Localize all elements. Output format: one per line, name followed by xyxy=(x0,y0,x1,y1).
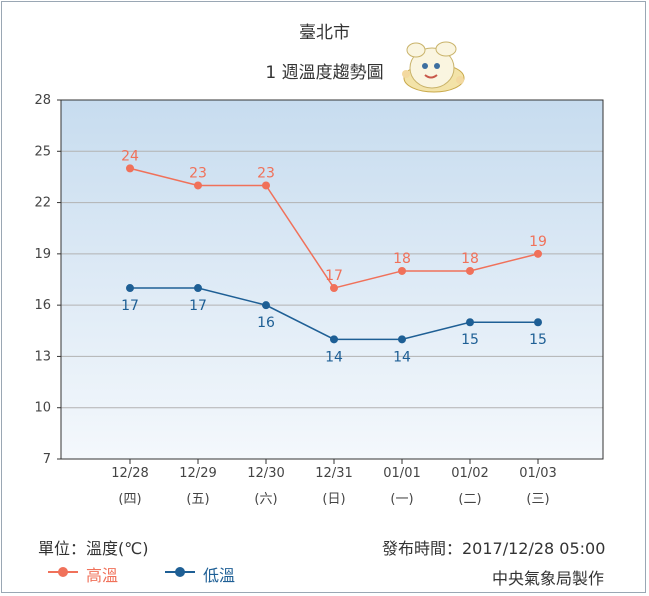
x-tick-label: 12/29 xyxy=(179,466,216,481)
x-tick-label: 12/31 xyxy=(315,466,352,481)
legend-low-label: 低溫 xyxy=(203,566,236,585)
series-group: 24 23 23 17 18 18 19 17 17 16 14 14 15 15 xyxy=(121,148,547,365)
x-weekday-label: (二) xyxy=(458,492,481,507)
data-label-high: 17 xyxy=(325,268,343,284)
y-tick-label: 25 xyxy=(34,144,51,159)
x-tick-label: 12/30 xyxy=(247,466,284,481)
weather-mascot-icon xyxy=(402,41,465,93)
data-label-low: 15 xyxy=(461,332,479,348)
data-label-high: 23 xyxy=(257,165,275,181)
data-label-high: 18 xyxy=(393,251,411,267)
unit-label: 單位：溫度(℃) xyxy=(38,539,149,558)
data-label-low: 14 xyxy=(393,349,411,365)
data-point-low xyxy=(262,301,270,310)
y-tick-label: 16 xyxy=(34,298,51,313)
data-point-high xyxy=(398,266,406,275)
data-label-low: 17 xyxy=(189,298,207,314)
data-label-low: 16 xyxy=(257,315,275,331)
data-point-low xyxy=(194,284,202,293)
data-point-low xyxy=(398,335,406,344)
data-label-low: 17 xyxy=(121,298,139,314)
legend-high-label: 高溫 xyxy=(86,566,119,585)
y-axis: 7 10 13 16 19 22 25 28 xyxy=(34,93,61,467)
data-point-low xyxy=(534,318,542,327)
x-tick-label: 01/02 xyxy=(451,466,488,481)
x-weekday-label: (五) xyxy=(186,492,209,507)
plot-area xyxy=(61,100,603,459)
data-point-high xyxy=(126,164,134,173)
y-tick-label: 19 xyxy=(34,247,51,262)
x-tick-label: 01/03 xyxy=(519,466,556,481)
y-tick-label: 28 xyxy=(34,93,51,108)
plot-border xyxy=(60,99,604,460)
data-point-high xyxy=(534,249,542,258)
maker-credit: 中央氣象局製作 xyxy=(492,569,605,588)
data-label-low: 15 xyxy=(529,332,547,348)
published-time: 發布時間：2017/12/28 05:00 xyxy=(382,539,606,558)
data-label-high: 23 xyxy=(189,165,207,181)
y-tick-label: 7 xyxy=(43,452,51,467)
data-point-low xyxy=(126,284,134,293)
y-tick-label: 22 xyxy=(34,196,51,211)
data-label-low: 14 xyxy=(325,349,343,365)
data-point-low xyxy=(330,335,338,344)
x-tick-label: 12/28 xyxy=(111,466,148,481)
data-label-high: 19 xyxy=(529,234,547,250)
x-tick-label: 01/01 xyxy=(383,466,420,481)
data-point-high xyxy=(466,266,474,275)
data-point-low xyxy=(466,318,474,327)
data-label-high: 24 xyxy=(121,148,139,164)
data-point-high xyxy=(330,284,338,293)
x-weekday-label: (六) xyxy=(254,492,277,507)
legend-low-marker xyxy=(175,567,185,577)
city-title: 臺北市 xyxy=(299,23,350,43)
x-weekday-label: (一) xyxy=(390,492,413,507)
chart-subtitle: 1 週溫度趨勢圖 xyxy=(265,63,384,83)
x-axis: 12/28 (四) 12/29 (五) 12/30 (六) 12/31 (日) 01/01 (一)… xyxy=(111,459,557,507)
legend-high-marker xyxy=(58,567,68,577)
data-label-high: 18 xyxy=(461,251,479,267)
x-weekday-label: (三) xyxy=(526,492,549,507)
x-weekday-label: (四) xyxy=(118,492,141,507)
data-point-high xyxy=(262,181,270,190)
data-point-high xyxy=(194,181,202,190)
y-tick-label: 10 xyxy=(34,401,51,416)
y-tick-label: 13 xyxy=(34,349,51,364)
x-weekday-label: (日) xyxy=(322,492,345,507)
